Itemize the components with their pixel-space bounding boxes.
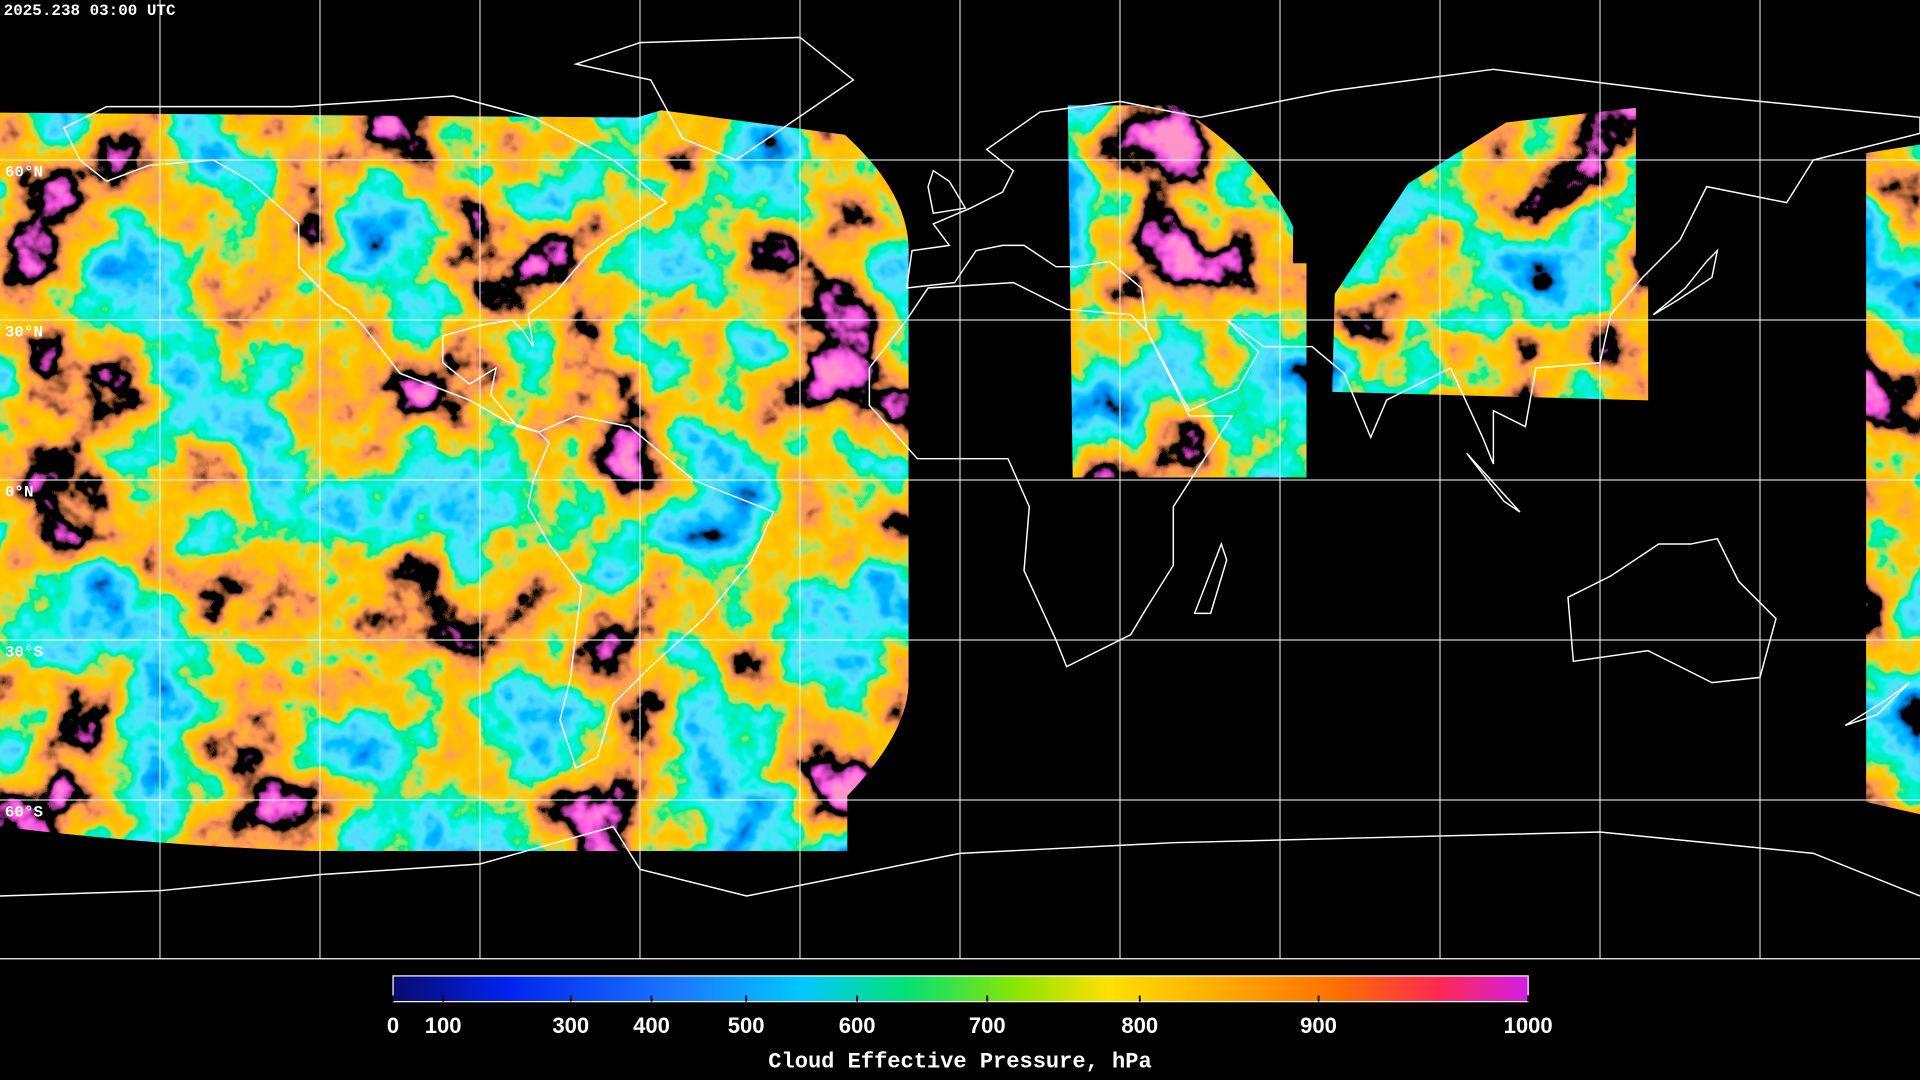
latitude-label: 0°N xyxy=(5,483,34,501)
latitude-label: 60°S xyxy=(5,803,44,821)
coastline xyxy=(573,36,855,161)
colorbar-tick-label: 900 xyxy=(1300,1013,1337,1038)
colorbar-tick-label: 700 xyxy=(969,1013,1006,1038)
colorbar-tick-label: 100 xyxy=(425,1013,462,1038)
latitude-label: 60°N xyxy=(5,163,43,181)
colorbar-tick-label: 300 xyxy=(552,1013,589,1038)
colorbar-tick-label: 1000 xyxy=(1504,1013,1553,1038)
coastline xyxy=(1567,537,1777,684)
colorbar-tick-label: 800 xyxy=(1121,1013,1158,1038)
colorbar-title: Cloud Effective Pressure, hPa xyxy=(768,1049,1151,1074)
coastline xyxy=(868,281,1234,668)
coastline xyxy=(1466,452,1521,513)
coastline xyxy=(905,68,1920,465)
colorbar-tick-label: 600 xyxy=(839,1013,876,1038)
colorbar-tick-label: 0 xyxy=(387,1013,399,1038)
coastline xyxy=(1652,248,1719,316)
coastline xyxy=(1844,682,1910,727)
latitude-label: 30°N xyxy=(5,323,43,341)
colorbar-ticks: 0 100 300 400 500 600 700 800 900 1000 xyxy=(387,995,1553,1038)
timestamp: 2025.238 03:00 UTC xyxy=(4,2,176,20)
coastline xyxy=(1193,541,1228,615)
colorbar-tick-label: 500 xyxy=(728,1013,765,1038)
colorbar-tick-label: 400 xyxy=(633,1013,670,1038)
latitude-label: 30°S xyxy=(5,643,44,661)
colorbar xyxy=(392,975,1529,1003)
graticule xyxy=(0,0,1920,959)
